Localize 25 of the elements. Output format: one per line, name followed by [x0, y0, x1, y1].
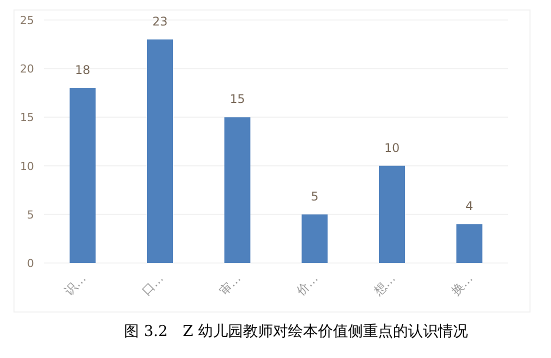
y-tick-label: 20 [20, 62, 34, 76]
data-label: 15 [230, 92, 245, 106]
y-tick-label: 15 [20, 111, 34, 124]
bar [70, 88, 96, 263]
data-label: 18 [75, 63, 90, 78]
data-label: 4 [466, 199, 474, 214]
data-label: 10 [384, 140, 400, 155]
data-label: 5 [310, 189, 318, 204]
bar [147, 39, 173, 263]
y-tick-label: 10 [20, 160, 34, 173]
bar [456, 224, 482, 263]
bar [379, 166, 405, 263]
x-tick-label: 价… [293, 271, 321, 299]
bar [302, 214, 328, 263]
x-tick-label: 口… [139, 271, 166, 298]
y-tick-label: 0 [27, 257, 34, 270]
y-tick-label: 5 [27, 208, 34, 222]
y-tick-label: 25 [20, 14, 34, 27]
x-tick-label: 想… [370, 271, 398, 299]
text: 图 3.2 Z 幼儿园教师对绘本价值侧重点的认识情况 [124, 322, 468, 340]
x-tick-label: 换… [448, 271, 476, 298]
x-tick-label: 识… [62, 271, 89, 298]
x-tick-label: 审… [216, 271, 244, 298]
data-label: 23 [152, 14, 168, 28]
bar [224, 117, 250, 263]
